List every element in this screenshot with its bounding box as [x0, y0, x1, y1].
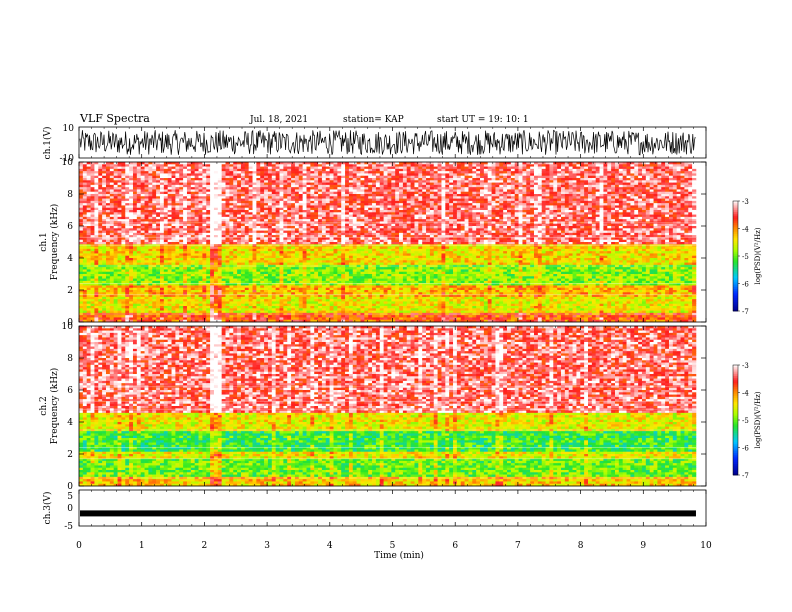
ch1-ytick-top: 10 — [63, 124, 75, 134]
ch2-spectrogram-panel: ch.2 Frequency (kHz) — [39, 325, 707, 487]
start-time-label: start UT = 19: 10: 1 — [437, 115, 529, 125]
x-tick-label: 9 — [640, 541, 646, 551]
x-tick-label: 5 — [390, 541, 396, 551]
x-tick-label: 0 — [76, 541, 82, 551]
ch1-ytick-bottom: -10 — [60, 154, 75, 164]
station-label: station= KAP — [343, 115, 404, 125]
ch3-ytick-top: 5 — [67, 492, 73, 502]
colorbar-tick-label: -4 — [742, 390, 749, 398]
freq-tick-label: 10 — [62, 322, 74, 332]
freq-tick-label: 8 — [67, 190, 73, 200]
colorbar-tick-label: -5 — [742, 253, 749, 261]
figure-title: VLF Spectra — [79, 112, 150, 125]
freq-tick-label: 2 — [67, 450, 73, 460]
ch2-spec-ylabel-ch: ch.2 — [39, 396, 49, 415]
x-tick-label: 10 — [700, 541, 712, 551]
freq-tick-label: 4 — [67, 254, 73, 264]
ch1-spec-ylabel-ch: ch.1 — [39, 232, 49, 251]
colorbar-tick-label: -5 — [742, 417, 749, 425]
ch1-spectrogram — [79, 162, 697, 323]
colorbar-tick-label: -4 — [742, 226, 749, 234]
ch3-ytick-mid: 0 — [67, 504, 73, 514]
ch3-ylabel: ch.3(V) — [42, 492, 53, 525]
colorbar-tick-label: -6 — [742, 445, 749, 453]
x-tick-label: 4 — [327, 541, 333, 551]
colorbars: -3 -4 -5 -6 -7 log(PSD)(V²/Hz) -3 -4 -5 -6 -7 log(P… — [732, 198, 762, 480]
colorbar-tick-label: -3 — [742, 362, 749, 370]
ch3-ytick-bottom: -5 — [64, 522, 73, 532]
ch3-waveform-band — [80, 510, 696, 517]
x-tick-label: 7 — [515, 541, 521, 551]
ch1-spectrogram-panel: ch.1 Frequency (kHz) — [39, 161, 707, 323]
x-tick-label: 6 — [452, 541, 458, 551]
freq-tick-label: 8 — [67, 354, 73, 364]
freq-tick-label: 4 — [67, 418, 73, 428]
colorbar-tick-label: -7 — [742, 472, 749, 480]
ch1-ylabel: ch.1(V) — [42, 127, 53, 160]
freq-tick-label: 0 — [67, 318, 73, 328]
freq-tick-label: 10 — [62, 158, 74, 168]
freq-tick-label: 6 — [67, 386, 73, 396]
colorbar-tick-label: -6 — [742, 281, 749, 289]
ch1-waveform-line — [79, 129, 696, 156]
ch1-spec-ylabel-freq: Frequency (kHz) — [49, 204, 60, 281]
x-tick-label: 1 — [139, 541, 145, 551]
colorbar-tick-label: -7 — [742, 308, 749, 316]
x-tick-label: 8 — [578, 541, 584, 551]
x-tick-label: 2 — [202, 541, 208, 551]
freq-tick-label: 0 — [67, 482, 73, 492]
freq-tick-label: 2 — [67, 286, 73, 296]
colorbar-label: log(PSD)(V²/Hz) — [754, 391, 762, 448]
x-tick-label: 3 — [264, 541, 270, 551]
x-axis-label: Time (min) — [374, 550, 424, 561]
freq-tick-label: 6 — [67, 222, 73, 232]
colorbar-tick-label: -3 — [742, 198, 749, 206]
ch2-spec-ylabel-freq: Frequency (kHz) — [49, 368, 60, 445]
ch2-spectrogram — [79, 326, 697, 487]
colorbar-label: log(PSD)(V²/Hz) — [754, 227, 762, 284]
date-label: Jul. 18, 2021 — [249, 115, 308, 125]
ch3-frame — [78, 489, 707, 527]
